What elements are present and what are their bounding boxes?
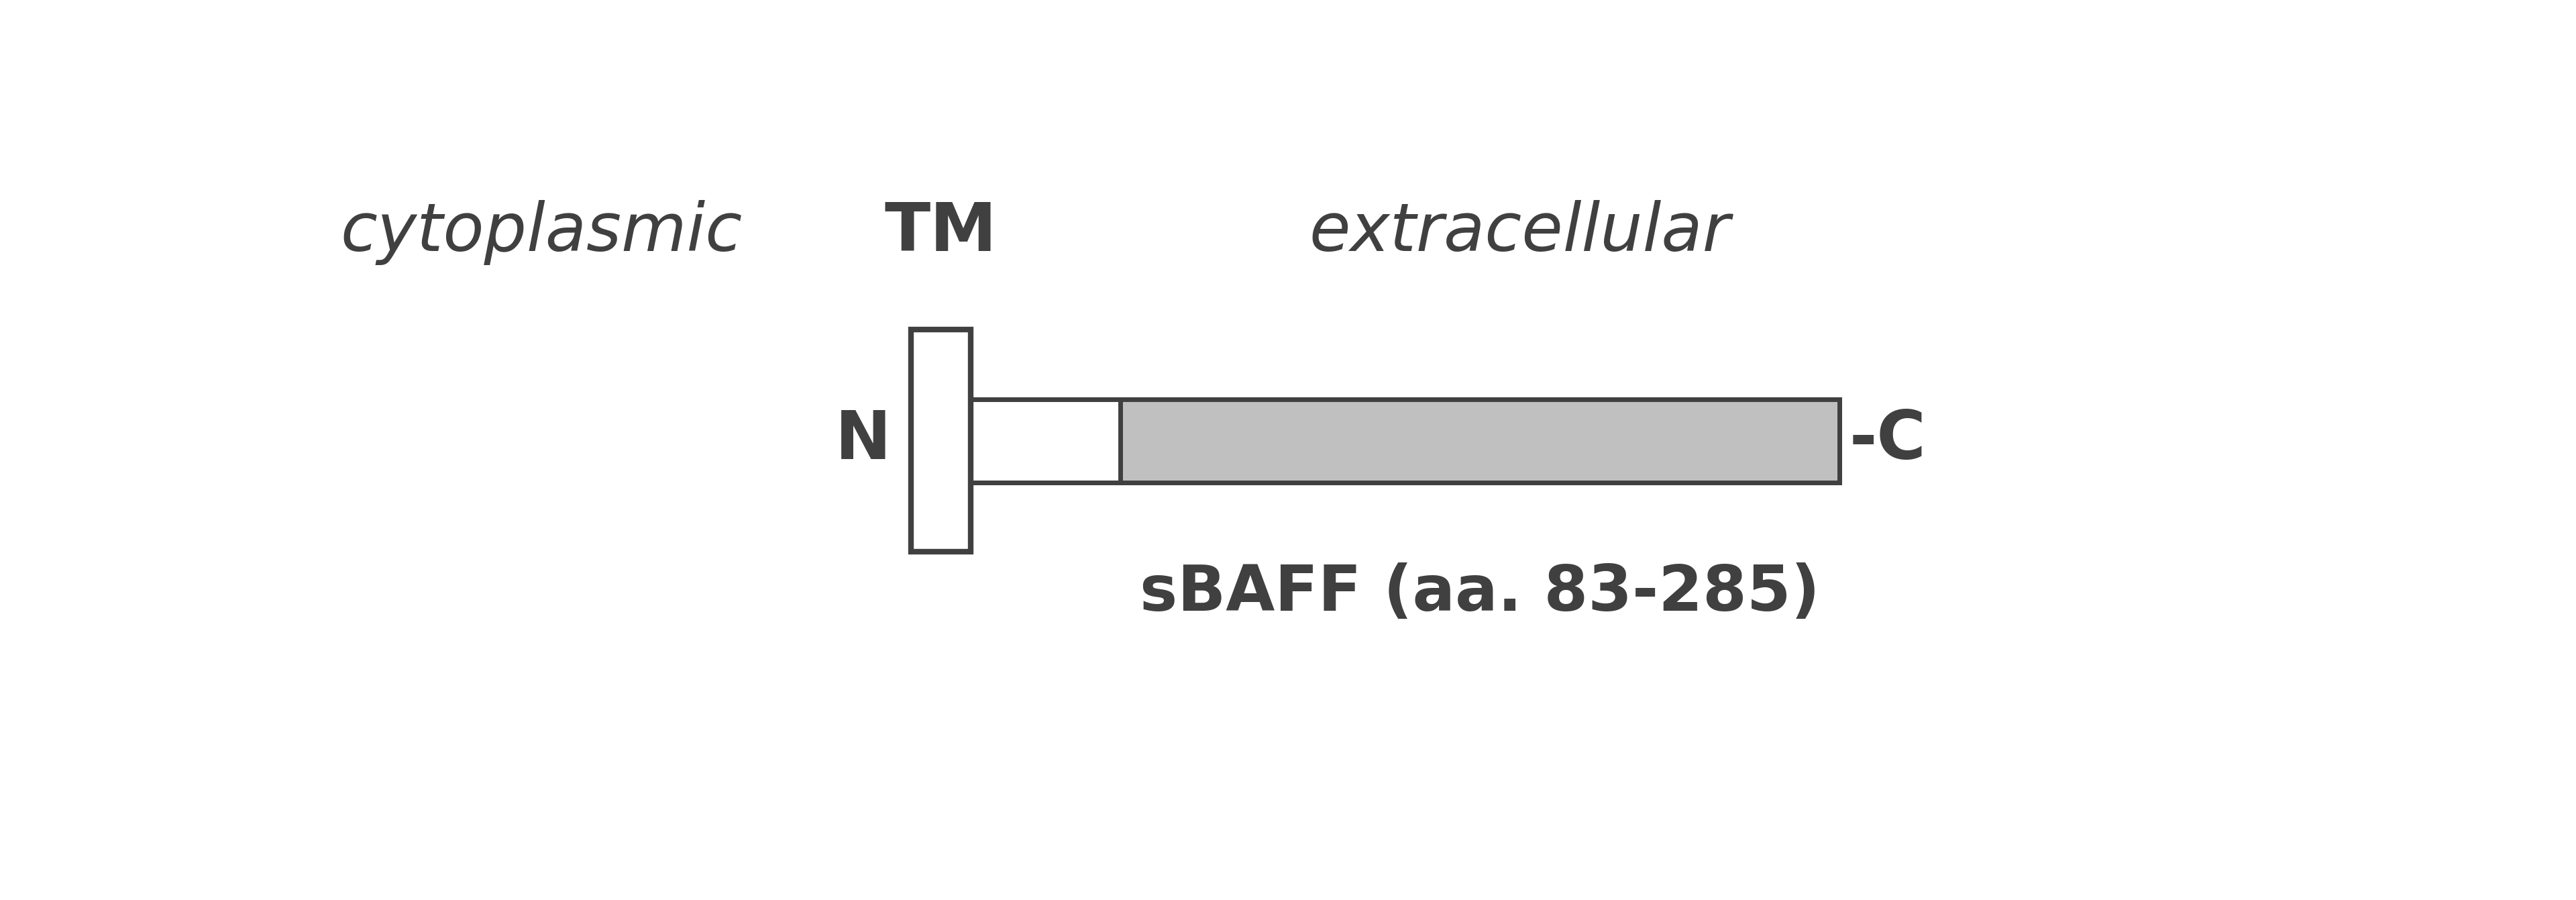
Text: -C: -C [1850, 408, 1927, 473]
Text: sBAFF (aa. 83-285): sBAFF (aa. 83-285) [1139, 562, 1821, 624]
Text: cytoplasmic: cytoplasmic [340, 200, 742, 266]
Bar [912, 329, 971, 552]
Text: TM: TM [884, 200, 997, 266]
Bar [940, 399, 1839, 482]
Bar [940, 399, 1839, 482]
Bar [1121, 399, 1839, 482]
Text: extracellular: extracellular [1309, 200, 1731, 266]
Text: N: N [835, 408, 891, 473]
